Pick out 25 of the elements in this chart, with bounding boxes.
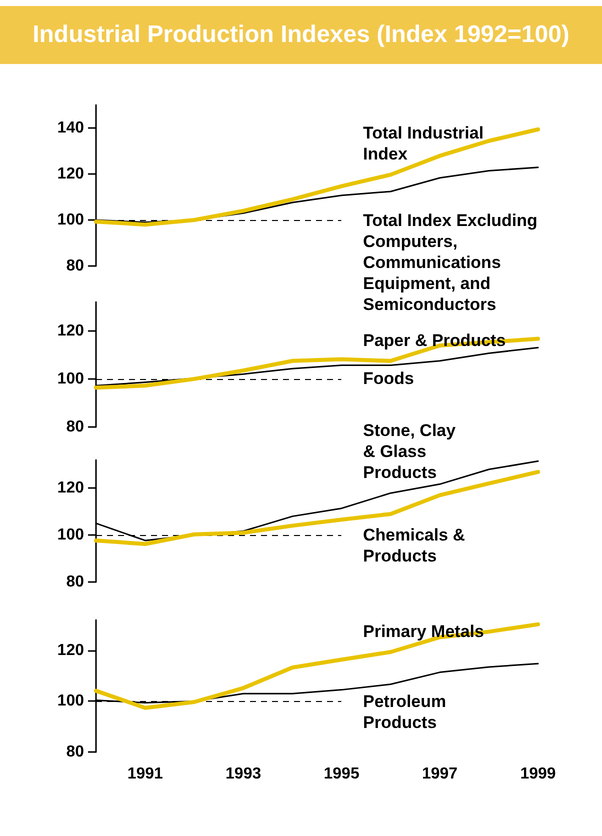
y-tick-label: 80 [66,258,84,274]
series-label: Chemicals & Products [363,525,466,566]
y-tick-label: 120 [57,642,84,659]
y-tick-label: 120 [57,322,84,340]
x-tick-label: 1995 [324,766,360,782]
x-tick-label: 1999 [520,766,556,782]
y-tick-label: 100 [57,526,84,544]
x-tick-label: 1991 [127,766,164,782]
y-tick-label: 120 [57,166,84,182]
series-label: Total Index Excluding Computers, Communications Equipment, and Semiconductors [363,211,538,314]
y-tick-label: 100 [57,692,84,710]
x-tick-label: 1997 [422,766,458,782]
y-tick-label: 100 [57,212,84,228]
series-label: Stone, Clay & Glass Products [363,421,456,482]
x-tick-label: 1993 [226,766,262,782]
y-tick-label: 120 [57,480,84,497]
y-tick-label: 80 [66,574,84,590]
series-label: Petroleum Products [363,692,446,732]
y-tick-label: 80 [66,418,84,436]
y-tick-label: 100 [57,370,84,388]
y-tick-label: 80 [66,744,84,760]
y-tick-label: 140 [57,120,84,136]
series-label: Total Industrial Index [363,124,484,164]
series-label: Foods [363,369,414,388]
chart-title: Industrial Production Indexes (Index 1992=100) [32,21,570,49]
